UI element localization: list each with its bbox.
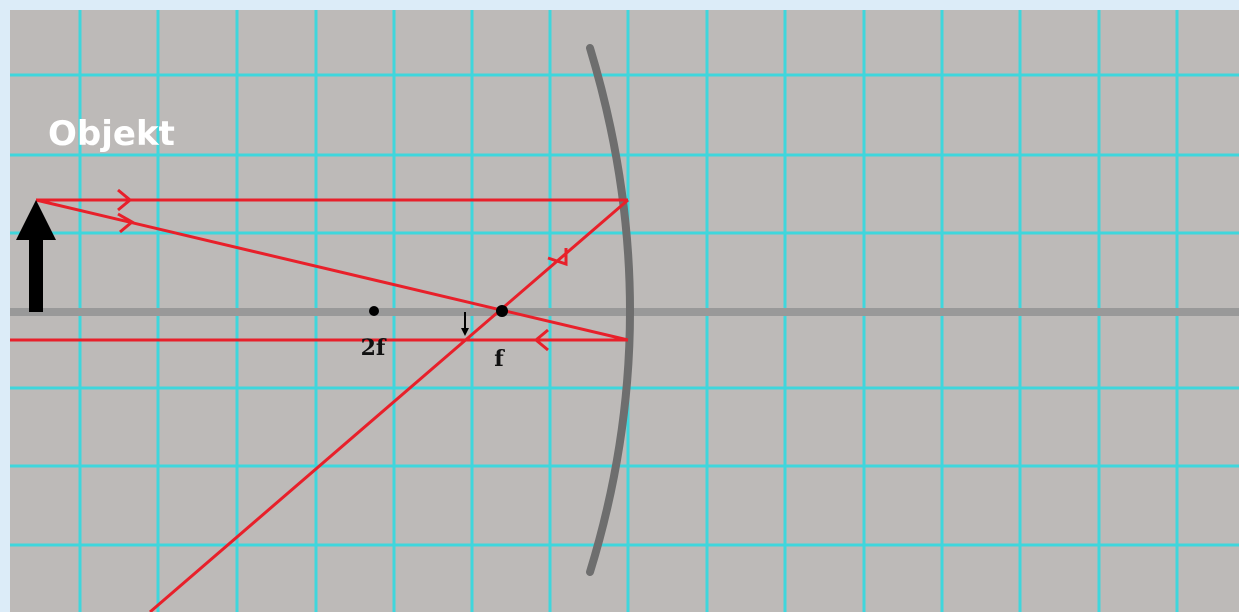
label-f: f xyxy=(494,346,505,372)
label-2f: 2f xyxy=(361,335,387,361)
diagram: Objekt 2f f xyxy=(0,0,1239,612)
object-label: Objekt xyxy=(48,114,175,154)
point-f xyxy=(496,305,508,317)
page: Objekt 2f f (() => { const data = JSON.p… xyxy=(0,0,1239,612)
point-2f xyxy=(369,306,379,316)
